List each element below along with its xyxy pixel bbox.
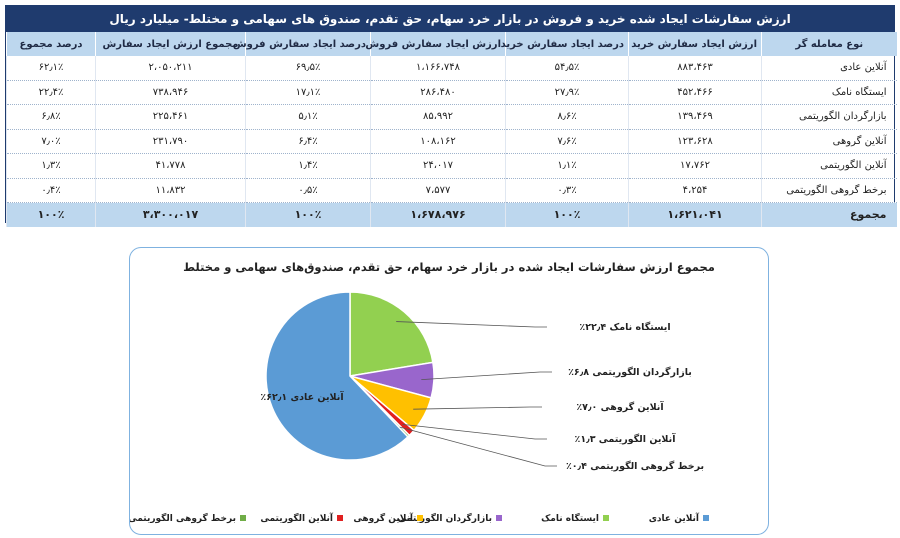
cell-buy-percent: ۷٫۶٪ [505,129,629,154]
cell-total-percent: ۷٫۰٪ [6,129,96,154]
cell-total-value: ۲۲۵،۴۶۱ [95,104,246,130]
cell-total-buy-percent: ۱۰۰٪ [505,202,629,227]
cell-buy-percent: ۰٫۳٪ [505,178,629,203]
slice-label-algo-market-maker: بازارگردان الگوریتمی ۶٫۸٪ [568,366,692,378]
pie-chart: آنلاین عادی ۶۲٫۱٪ ایستگاه نامک ۲۲٫۴٪ بازار… [130,291,709,524]
leader-line-online-group [413,406,542,410]
legend-label-online-algo: آنلاین الگوریتمی [260,512,334,524]
legend-label-online-group: آنلاین گروهی [353,512,414,524]
cell-trader-type: برخط گروهی الگوریتمی [761,178,897,203]
cell-total-sell-value: ۱،۶۷۸،۹۷۶ [370,202,506,227]
slice-label-namak-station: ایستگاه نامک ۲۲٫۴٪ [579,321,670,333]
legend-swatch-online-regular [703,515,709,521]
leader-line-algo-market-maker [421,371,552,380]
table-row: برخط گروهی الگوریتمی ۴،۲۵۴ ۰٫۳٪ ۷،۵۷۷ ۰٫… [6,178,897,203]
header-buy-value: ارزش ایجاد سفارش خرید [628,32,762,56]
cell-sell-percent: ۶٫۴٪ [245,129,371,154]
table-title: ارزش سفارشات ایجاد شده خرید و فروش در با… [6,6,894,32]
table-total-row: مجموع ۱،۶۲۱،۰۴۱ ۱۰۰٪ ۱،۶۷۸،۹۷۶ ۱۰۰٪ ۳،۳۰… [6,202,897,227]
cell-sell-value: ۲۸۶،۴۸۰ [370,80,506,105]
orders-table: نوع معامله گر ارزش ایجاد سفارش خرید درصد… [6,32,897,227]
table-row: بازارگردان الگوریتمی ۱۳۹،۴۶۹ ۸٫۶٪ ۸۵،۹۹۲… [6,104,897,130]
cell-total-percent: ۲۲٫۴٪ [6,80,96,105]
cell-grand-total-percent: ۱۰۰٪ [6,202,96,227]
cell-total-percent: ۱٫۳٪ [6,153,96,179]
header-buy-percent: درصد ایجاد سفارش خرید [501,32,629,56]
cell-buy-value: ۱۳۹،۴۶۹ [628,104,762,130]
leader-line-namak-station [396,321,547,328]
cell-total-value: ۱۱،۸۳۲ [95,178,246,203]
cell-sell-percent: ۵٫۱٪ [245,104,371,130]
table-row: آنلاین عادی ۸۸۳،۴۶۳ ۵۴٫۵٪ ۱،۱۶۶،۷۴۸ ۶۹٫۵… [6,56,897,81]
cell-total-value: ۲،۰۵۰،۲۱۱ [95,56,246,81]
cell-sell-percent: ۶۹٫۵٪ [245,56,371,81]
header-total-value: مجموع ارزش ایجاد سفارش [95,32,246,56]
cell-sell-value: ۱۰۸،۱۶۲ [370,129,506,154]
cell-total-sell-percent: ۱۰۰٪ [245,202,371,227]
cell-trader-type: بازارگردان الگوریتمی [761,104,897,130]
cell-total-percent: ۶٫۸٪ [6,104,96,130]
cell-buy-value: ۴،۲۵۴ [628,178,762,203]
cell-total-label: مجموع [761,202,897,227]
leader-line-online-algo [402,423,547,440]
table-row: آنلاین گروهی ۱۲۳،۶۲۸ ۷٫۶٪ ۱۰۸،۱۶۲ ۶٫۴٪ ۲… [6,129,897,154]
table-row: ایستگاه نامک ۴۵۲،۴۶۶ ۲۷٫۹٪ ۲۸۶،۴۸۰ ۱۷٫۱٪… [6,80,897,105]
cell-buy-percent: ۲۷٫۹٪ [505,80,629,105]
cell-trader-type: ایستگاه نامک [761,80,897,105]
cell-total-value: ۲۳۱،۷۹۰ [95,129,246,154]
legend-swatch-online-group-algo [240,515,246,521]
chart-title: مجموع ارزش سفارشات ایجاد شده در بازار خر… [183,260,715,274]
cell-buy-percent: ۸٫۶٪ [505,104,629,130]
slice-label-online-group-algo: برخط گروهی الگوریتمی ۰٫۴٪ [566,460,704,472]
cell-buy-value: ۸۸۳،۴۶۳ [628,56,762,81]
cell-buy-value: ۱۲۳،۶۲۸ [628,129,762,154]
pie-slice-online-regular [265,291,409,461]
cell-grand-total-value: ۳،۳۰۰،۰۱۷ [95,202,246,227]
legend-swatch-algo-market-maker [496,515,502,521]
cell-sell-percent: ۰٫۵٪ [245,178,371,203]
orders-table-panel: ارزش سفارشات ایجاد شده خرید و فروش در با… [5,5,897,227]
cell-sell-percent: ۱۷٫۱٪ [245,80,371,105]
cell-trader-type: آنلاین عادی [761,56,897,81]
leader-line-online-group-algo [399,426,557,467]
legend-swatch-online-group [417,515,423,521]
table-header-row: نوع معامله گر ارزش ایجاد سفارش خرید درصد… [6,32,897,56]
pie-slice-namak-station [349,291,434,377]
slice-label-online-group: آنلاین گروهی ۷٫۰٪ [576,400,664,413]
table-row: آنلاین الگوریتمی ۱۷،۷۶۲ ۱٫۱٪ ۲۴،۰۱۷ ۱٫۴٪… [6,153,897,179]
cell-sell-value: ۸۵،۹۹۲ [370,104,506,130]
cell-total-value: ۷۳۸،۹۴۶ [95,80,246,105]
cell-buy-value: ۱۷،۷۶۲ [628,153,762,179]
header-total-percent: درصد مجموع [6,32,96,56]
legend-label-namak-station: ایستگاه نامک [541,512,599,524]
cell-sell-value: ۱،۱۶۶،۷۴۸ [370,56,506,81]
cell-total-percent: ۰٫۴٪ [6,178,96,203]
legend-swatch-online-algo [337,515,343,521]
legend-label-online-regular: آنلاین عادی [649,512,700,524]
legend-label-online-group-algo: برخط گروهی الگوریتمی [130,512,236,524]
legend-swatch-namak-station [603,515,609,521]
pie-chart-panel: مجموع ارزش سفارشات ایجاد شده در بازار خر… [129,247,769,535]
header-sell-percent: درصد ایجاد سفارش فروش [233,32,371,56]
cell-total-percent: ۶۲٫۱٪ [6,56,96,81]
cell-trader-type: آنلاین الگوریتمی [761,153,897,179]
header-trader-type: نوع معامله گر [761,32,897,56]
cell-buy-percent: ۵۴٫۵٪ [505,56,629,81]
cell-sell-value: ۷،۵۷۷ [370,178,506,203]
cell-trader-type: آنلاین گروهی [761,129,897,154]
cell-total-buy-value: ۱،۶۲۱،۰۴۱ [628,202,762,227]
cell-buy-percent: ۱٫۱٪ [505,153,629,179]
cell-total-value: ۴۱،۷۷۸ [95,153,246,179]
cell-sell-percent: ۱٫۴٪ [245,153,371,179]
cell-buy-value: ۴۵۲،۴۶۶ [628,80,762,105]
slice-label-online-regular: آنلاین عادی ۶۲٫۱٪ [260,390,344,403]
header-sell-value: ارزش ایجاد سفارش فروش [365,32,506,56]
slice-label-online-algo: آنلاین الگوریتمی ۱٫۳٪ [575,432,677,445]
cell-sell-value: ۲۴،۰۱۷ [370,153,506,179]
